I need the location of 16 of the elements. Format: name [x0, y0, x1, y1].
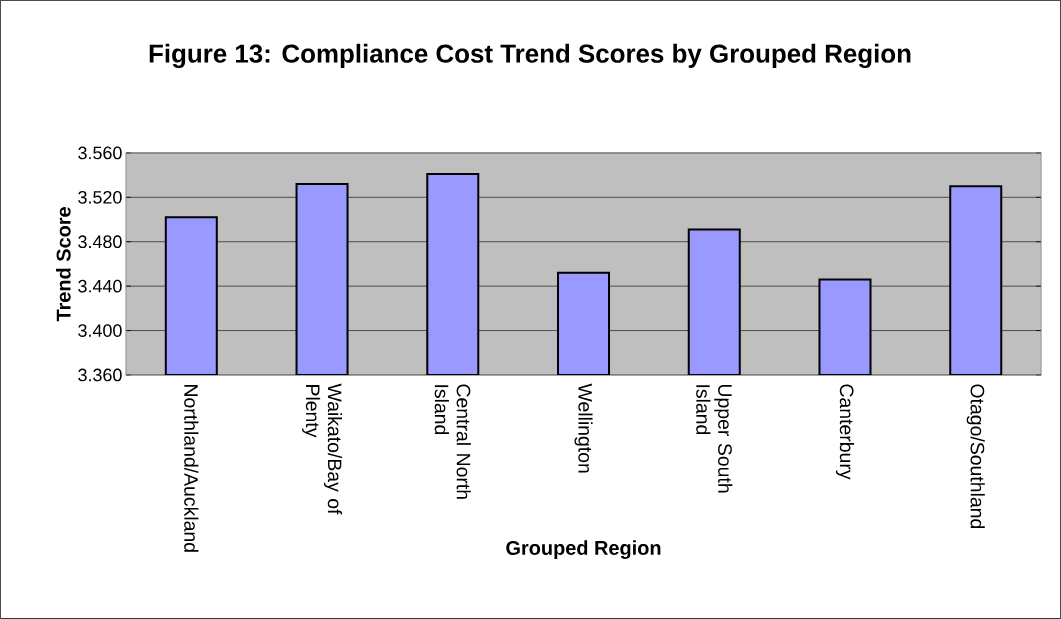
x-axis-title: Grouped Region	[506, 540, 661, 560]
x-tick-label: Otago/Southland	[966, 384, 985, 529]
y-tick-label: 3.440	[78, 279, 122, 293]
y-tick-label: 3.480	[78, 235, 122, 249]
chart-title: Figure 13: Compliance Cost Trend Scores by Grouped Region	[149, 43, 911, 69]
x-tick-label: Wellington	[574, 383, 593, 473]
x-tick-label: Canterbury	[835, 384, 855, 480]
y-axis-title: Trend Score	[56, 207, 71, 322]
y-tick-label: 3.400	[78, 324, 122, 337]
x-tick-label: Upper South Island	[696, 385, 733, 493]
y-tick-label: 3.520	[78, 191, 122, 204]
x-tick-label: Waikato/Bay of Plenty	[302, 383, 343, 515]
y-tick-label: 3.360	[78, 368, 122, 382]
x-tick-label: Northland/Auckland	[184, 385, 199, 552]
y-tick-label: 3.560	[78, 146, 122, 160]
x-tick-label: Central North Island	[434, 384, 471, 499]
